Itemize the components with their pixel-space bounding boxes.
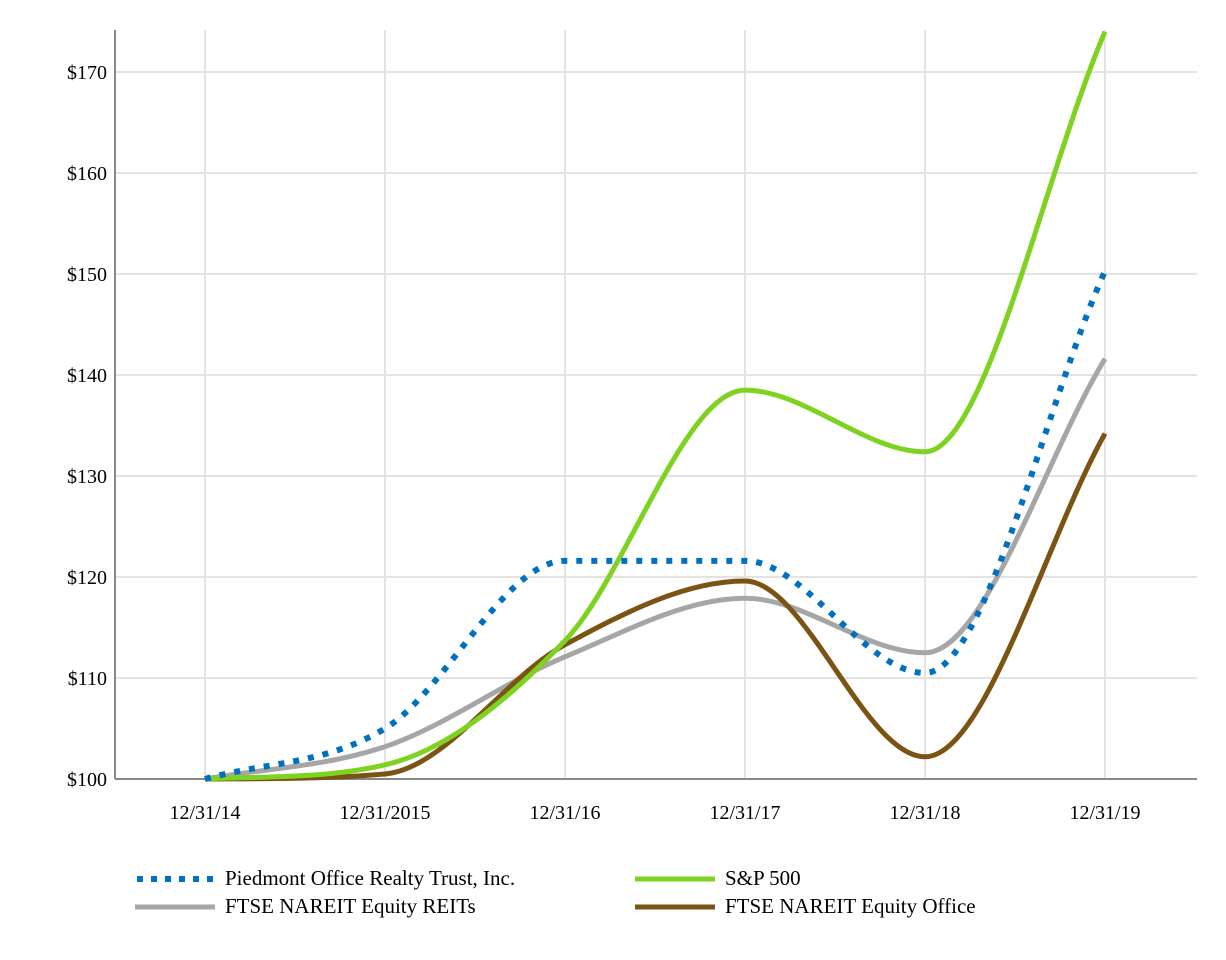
y-tick-label: $150 bbox=[67, 264, 107, 286]
legend-swatch-dotted bbox=[137, 875, 215, 882]
y-tick-label: $140 bbox=[67, 365, 107, 387]
legend-label: S&P 500 bbox=[725, 866, 801, 890]
series-line-0 bbox=[204, 269, 1108, 782]
y-tick-label: $170 bbox=[67, 62, 107, 84]
y-tick-label: $100 bbox=[67, 769, 107, 791]
y-tick-label: $130 bbox=[67, 466, 107, 488]
x-tick-label: 12/31/2015 bbox=[339, 802, 430, 824]
axes bbox=[114, 30, 1197, 780]
series-line-3 bbox=[204, 432, 1108, 782]
legend-label: Piedmont Office Realty Trust, Inc. bbox=[225, 866, 516, 890]
x-tick-label: 12/31/18 bbox=[889, 802, 960, 824]
y-tick-label: $110 bbox=[68, 668, 107, 690]
legend-swatch bbox=[135, 904, 215, 909]
legend-label: FTSE NAREIT Equity REITs bbox=[225, 894, 476, 918]
legend-item-office: FTSE NAREIT Equity Office bbox=[635, 894, 976, 919]
y-tick-label: $120 bbox=[67, 567, 107, 589]
x-tick-label: 12/31/16 bbox=[529, 802, 600, 824]
grid bbox=[115, 30, 1197, 779]
series-line-2 bbox=[204, 357, 1108, 782]
legend-item-piedmont: Piedmont Office Realty Trust, Inc. bbox=[135, 866, 515, 891]
legend-label: FTSE NAREIT Equity Office bbox=[725, 894, 976, 918]
series-lines bbox=[204, 30, 1108, 782]
legend-item-reits: FTSE NAREIT Equity REITs bbox=[135, 894, 476, 919]
legend-swatch bbox=[635, 904, 715, 909]
x-tick-label: 12/31/19 bbox=[1069, 802, 1140, 824]
legend-item-sp500: S&P 500 bbox=[635, 866, 801, 891]
x-tick-label: 12/31/14 bbox=[169, 802, 240, 824]
line-chart: $100 $110 $120 $130 $140 $150 $160 $170 12/31/14… bbox=[67, 30, 1197, 824]
y-tick-label: $160 bbox=[67, 163, 107, 185]
legend-swatch bbox=[635, 876, 715, 881]
tick-labels: $100 $110 $120 $130 $140 $150 $160 $170 12/31/14… bbox=[67, 62, 1141, 824]
x-tick-label: 12/31/17 bbox=[709, 802, 780, 824]
series-line-1 bbox=[204, 30, 1108, 782]
